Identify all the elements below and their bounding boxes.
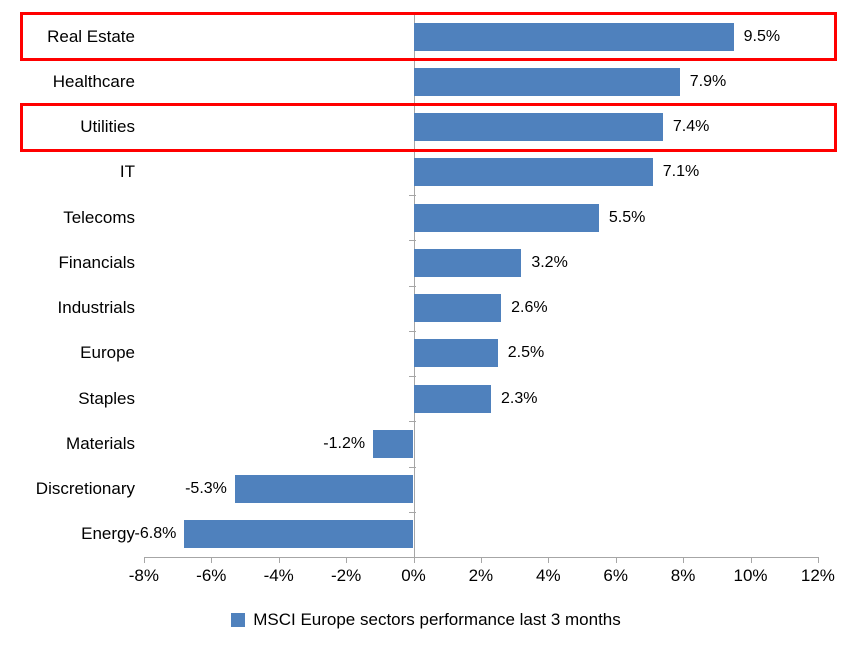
category-label: Industrials: [57, 298, 135, 318]
value-axis-tick-label: -2%: [330, 566, 362, 585]
category-axis-tick: [408, 557, 416, 558]
value-axis-tick: [683, 557, 685, 563]
category-label: Healthcare: [52, 71, 135, 91]
value-label: -1.2%: [323, 434, 366, 452]
category-label: IT: [119, 162, 135, 182]
bar: [413, 339, 498, 368]
value-axis-tick: [480, 557, 482, 563]
value-axis-tick-label: 2%: [468, 566, 494, 585]
value-axis-tick-label: -4%: [263, 566, 294, 585]
category-label: Telecoms: [63, 207, 135, 227]
bar: [413, 67, 680, 96]
value-label: -6.8%: [134, 525, 177, 543]
bar: [413, 113, 663, 142]
value-axis-tick: [346, 557, 348, 563]
value-axis-tick-label: 12%: [800, 566, 835, 585]
value-axis-tick: [143, 557, 145, 563]
category-axis-tick: [408, 421, 416, 423]
value-axis-tick-label: 8%: [670, 566, 696, 585]
value-axis-tick-label: -6%: [196, 566, 227, 585]
category-axis-tick: [408, 466, 416, 468]
bar: [413, 203, 599, 232]
category-axis-tick: [408, 330, 416, 332]
bar: [373, 429, 414, 458]
value-label: 2.6%: [511, 299, 548, 317]
category-axis-tick: [408, 285, 416, 287]
category-axis-tick: [408, 376, 416, 377]
value-axis-tick: [413, 557, 415, 563]
legend-swatch-icon: [231, 613, 246, 627]
highlight-box: [20, 102, 837, 152]
value-axis-tick: [750, 557, 752, 563]
bar: [413, 158, 653, 187]
value-label: 7.9%: [689, 72, 727, 90]
value-axis-tick: [548, 557, 550, 563]
category-label: Europe: [80, 343, 135, 363]
value-label: 2.3%: [501, 389, 538, 407]
category-axis-tick: [408, 240, 416, 242]
value-label: 3.2%: [531, 253, 568, 271]
value-axis-tick-label: 6%: [603, 566, 628, 585]
value-axis-tick-label: 0%: [401, 566, 426, 585]
category-label: Staples: [78, 388, 135, 408]
value-axis-tick-label: 10%: [733, 566, 768, 585]
value-axis-tick: [278, 557, 280, 563]
value-axis-tick: [817, 557, 819, 563]
value-label: 2.5%: [507, 344, 545, 362]
bar: [413, 294, 502, 323]
value-axis-tick: [615, 557, 617, 563]
value-label: 7.1%: [662, 163, 700, 181]
value-label: -5.3%: [185, 480, 227, 498]
category-label: Financials: [58, 252, 135, 272]
value-label: 5.5%: [608, 208, 646, 226]
legend-label: MSCI Europe sectors performance last 3 m…: [253, 610, 621, 629]
category-label: Materials: [66, 433, 135, 453]
chart-legend: MSCI Europe sectors performance last 3 m…: [0, 605, 852, 635]
category-label: Discretionary: [35, 479, 135, 499]
value-axis-tick-label: -8%: [128, 566, 159, 585]
bar: [413, 248, 522, 277]
value-axis-tick: [211, 557, 213, 563]
bar: [413, 384, 491, 413]
value-axis-tick-label: 4%: [536, 566, 561, 585]
highlight-box: [20, 12, 837, 62]
category-label: Utilities: [80, 117, 135, 137]
bar: [413, 22, 734, 51]
category-label: Energy: [81, 524, 135, 544]
bar: [234, 475, 414, 504]
value-label: 7.4%: [672, 118, 710, 136]
bar: [184, 520, 414, 549]
category-label: Real Estate: [47, 26, 135, 46]
category-axis-tick: [408, 195, 416, 196]
category-axis-tick: [408, 511, 416, 513]
value-label: 9.5%: [743, 27, 781, 45]
